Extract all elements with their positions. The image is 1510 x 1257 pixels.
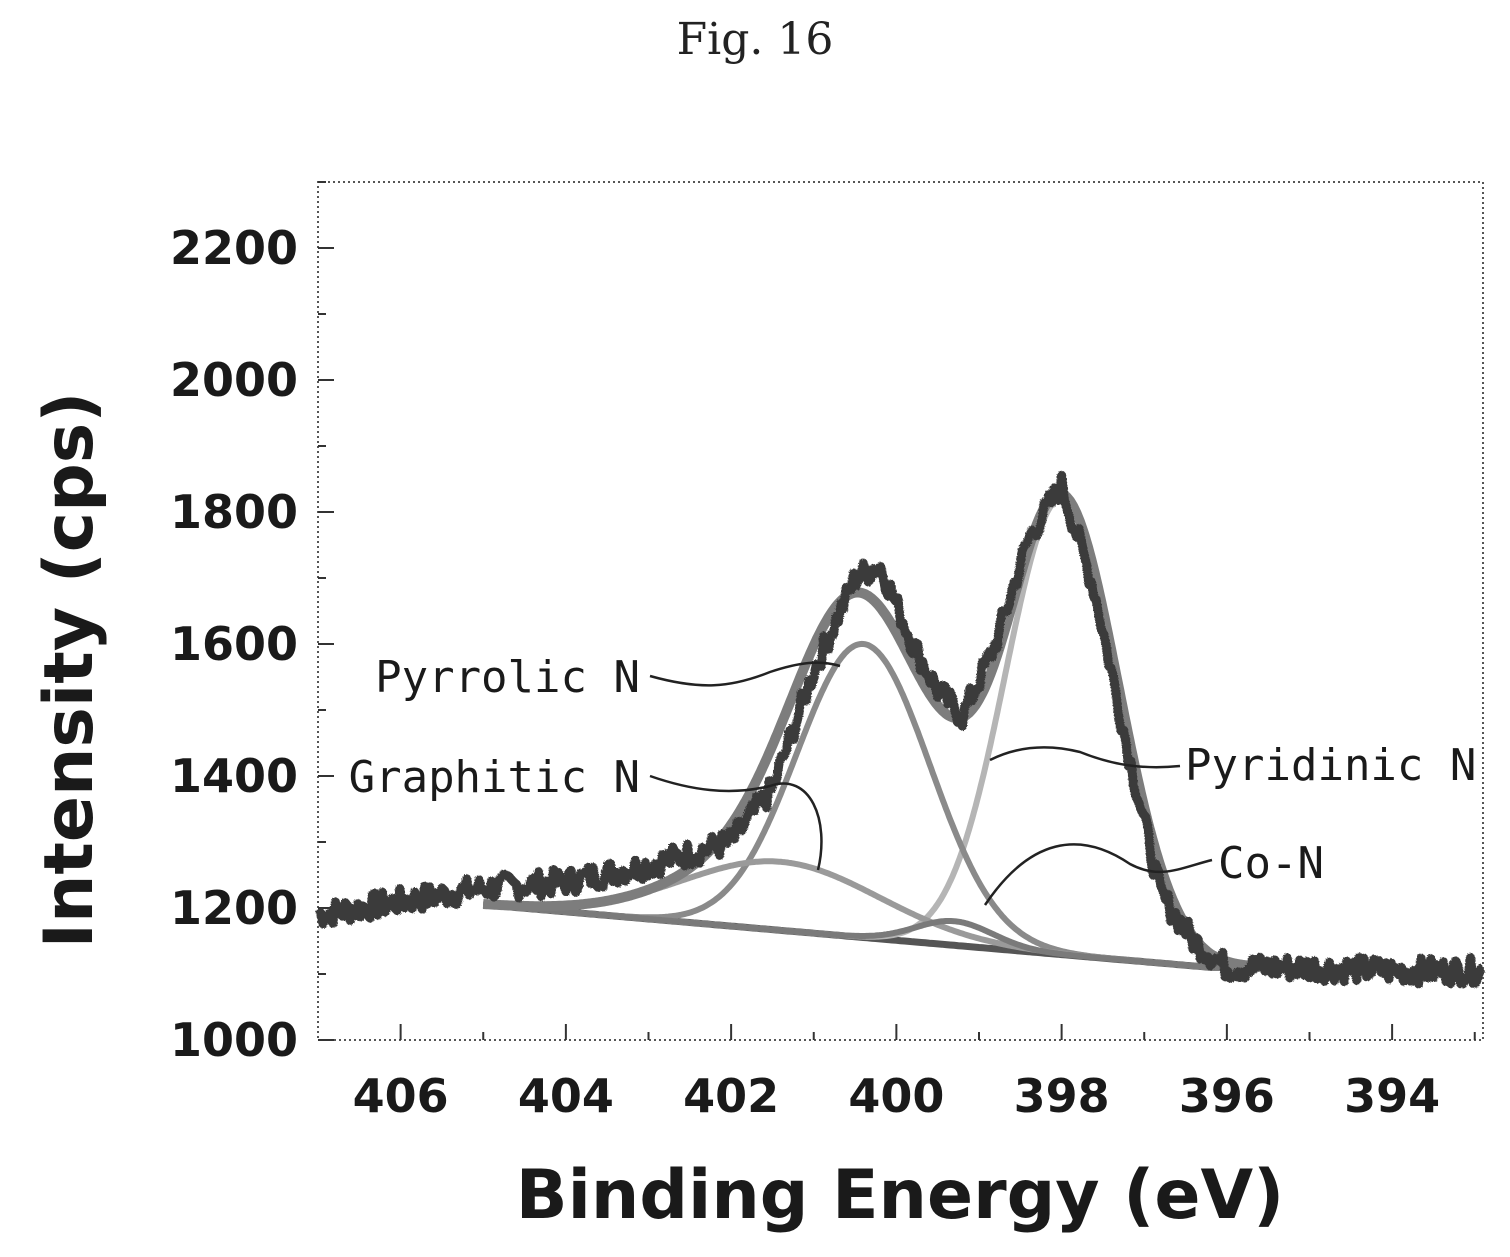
annotation-leader <box>989 746 1181 769</box>
x-tick-label: 398 <box>1014 1069 1110 1123</box>
x-axis-title: Binding Energy (eV) <box>516 1156 1284 1235</box>
annotation-label: Pyrrolic N <box>375 652 640 703</box>
y-tick-label: 2000 <box>170 353 298 407</box>
x-tick-label: 396 <box>1179 1069 1275 1123</box>
x-tick-label: 406 <box>353 1069 449 1123</box>
curves <box>314 470 1485 989</box>
annotation-label: Co-N <box>1218 838 1324 889</box>
axis-ticks <box>318 181 1476 1041</box>
annotations: Pyrrolic N Graphitic N Pyridinic N Co-N <box>349 652 1477 889</box>
annotation-leader <box>649 774 823 871</box>
y-tick-label: 1200 <box>170 881 298 935</box>
x-tick-label: 404 <box>518 1069 614 1123</box>
y-tick-label: 1000 <box>170 1013 298 1067</box>
y-tick-label: 1800 <box>170 485 298 539</box>
y-tick-label: 1600 <box>170 617 298 671</box>
component-curve <box>483 901 1260 971</box>
y-tick-labels: 1000 1200 1400 1600 1800 2000 2200 <box>170 221 298 1067</box>
annotation-leader <box>983 843 1213 906</box>
figure-label: Fig. 16 <box>676 14 834 65</box>
y-axis-title: Intensity (cps) <box>30 392 109 949</box>
y-tick-label: 1400 <box>170 749 298 803</box>
plot-frame <box>317 181 1484 1041</box>
measured-series-line <box>314 470 1485 989</box>
x-tick-label: 402 <box>683 1069 779 1123</box>
annotation-label: Pyridinic N <box>1185 740 1476 791</box>
y-tick-label: 2200 <box>170 221 298 275</box>
annotation-leader <box>649 661 841 687</box>
annotation-label: Graphitic N <box>349 752 640 803</box>
x-tick-labels: 406 404 402 400 398 396 394 <box>353 1069 1441 1123</box>
x-tick-label: 394 <box>1344 1069 1440 1123</box>
annotation-leaders <box>649 661 1213 906</box>
x-tick-label: 400 <box>848 1069 944 1123</box>
